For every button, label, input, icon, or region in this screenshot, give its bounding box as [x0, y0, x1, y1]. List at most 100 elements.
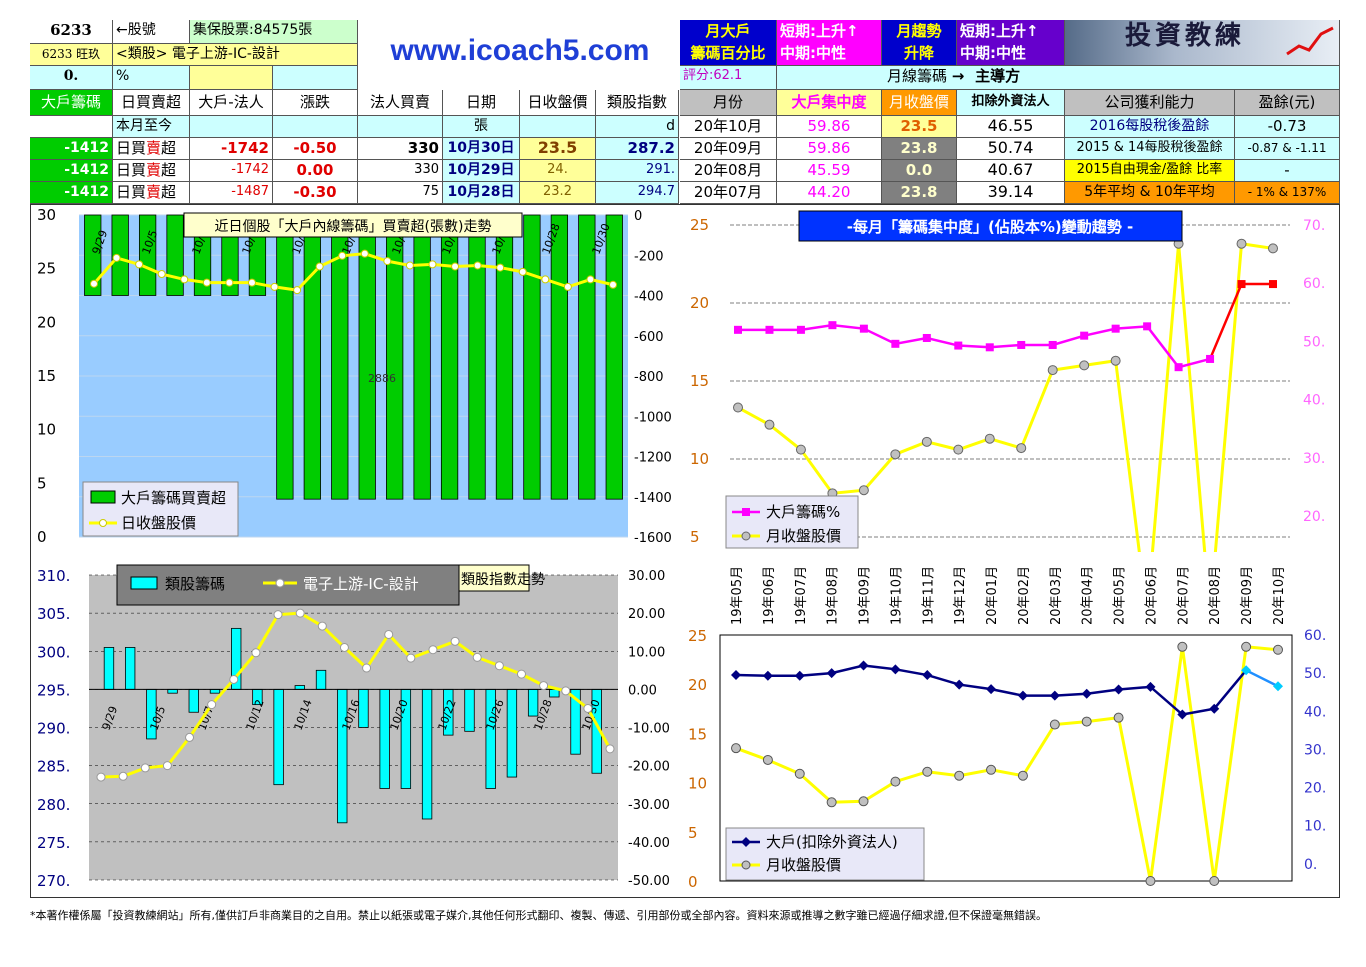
chart1-price-point: [609, 280, 617, 289]
trade-sell: 賣: [146, 139, 162, 157]
trade-c: 超: [161, 139, 177, 157]
trade-c: 超: [161, 161, 177, 179]
left-chg-0: -0.50: [273, 138, 358, 160]
m-big2: 籌碼百分比: [690, 44, 766, 62]
chart4-legend-label: 月收盤股價: [766, 856, 841, 874]
chart2-big-point: [1174, 363, 1183, 372]
chart2-big-point: [796, 325, 805, 334]
left-big-2: -1412: [30, 182, 113, 204]
chart4-big-point: [1209, 703, 1220, 714]
left-header-7: 類股指數: [596, 90, 679, 116]
chart1-bar: [276, 214, 294, 500]
right-cell-2-0: 20年08月: [680, 160, 777, 182]
chart4-left-tick: 10: [688, 775, 707, 793]
m-trend2: 升降: [903, 44, 934, 62]
chart4-left-tick: 25: [688, 627, 707, 645]
monthly-trend-label: 月趨勢 升降: [882, 20, 957, 66]
chart4-month-label: 19年08月: [826, 566, 841, 625]
chart4-big-line-recent: [1245, 669, 1279, 688]
chart3-right-tick: -30.00: [628, 798, 670, 813]
mt2: 中期:中性: [960, 44, 1026, 62]
chart3-legend-label: 電子上游-IC-設計: [303, 575, 419, 593]
chart2-price-point: [1268, 243, 1278, 254]
chart2-big-point: [1080, 331, 1089, 340]
chart1-price-point: [360, 249, 369, 258]
left-close-2: 23.2: [520, 182, 596, 204]
chart4-big-point: [922, 670, 933, 681]
chart3-left-tick: 285.: [37, 758, 70, 776]
chart4-price-point: [922, 766, 933, 777]
chart4-price-point: [731, 743, 741, 754]
chart4-big-point: [1177, 709, 1188, 720]
left-header-5: 日期: [443, 90, 520, 116]
chart3-index-point: [450, 636, 460, 646]
left-header-4: 法人買賣: [358, 90, 443, 116]
chart1-price-point: [451, 262, 460, 271]
chart1-price-point: [293, 286, 302, 295]
chart3-right-tick: -40.00: [628, 836, 670, 851]
m-trend: 月趨勢: [896, 22, 942, 40]
chart4-legend-swatch-dot: [741, 860, 751, 870]
chart3-bar: [379, 688, 390, 789]
monthly-big-label: 月大戶 籌碼百分比: [680, 20, 777, 66]
left-inst-2: 75: [358, 182, 443, 204]
chart3-index-point: [251, 648, 261, 658]
chart4-legend-box: [725, 827, 925, 881]
left-sub-2: [190, 116, 273, 138]
chart3-index-point: [516, 669, 526, 679]
chart1-price-point: [90, 279, 98, 288]
left-header-2: 大戶-法人: [190, 90, 273, 116]
chart4-price-point: [1273, 644, 1283, 655]
chart-frame: [30, 204, 1340, 898]
chart1-bar: [605, 214, 623, 500]
chart4-price-point: [890, 776, 901, 787]
left-diff-2: -1487: [190, 182, 273, 204]
chart2-price-point: [890, 449, 901, 460]
chart3-left-tick: 280.: [37, 796, 70, 814]
chart3-left-tick: 300.: [37, 643, 70, 661]
chart1-legend-swatch-dot: [99, 519, 107, 527]
left-sub-6: [520, 116, 596, 138]
trade-a: 日買: [116, 183, 147, 201]
chart1-legend-swatch-bar: [90, 490, 116, 504]
chart2-big-point: [891, 339, 900, 348]
chart2-left-tick: 10: [690, 450, 709, 468]
right-cell-0-4: 2016每股稅後盈餘: [1065, 116, 1235, 138]
chart1-bar: [413, 214, 431, 500]
chart1-right-tick: -600: [634, 330, 664, 345]
chart2-price-point: [921, 436, 932, 447]
chart3-bar: [273, 688, 284, 786]
chart2-price-point: [1079, 360, 1090, 371]
lead-arrow: →: [951, 67, 965, 85]
chart3-index-point: [384, 629, 394, 639]
chart3-index-point: [140, 763, 150, 773]
chart2-legend-swatch-dot: [741, 531, 751, 541]
right-cell-3-0: 20年07月: [680, 182, 777, 204]
right-cell-0-0: 20年10月: [680, 116, 777, 138]
chart1-price-point: [180, 275, 189, 284]
chart1-annot: 2886: [368, 372, 396, 385]
chart3-bar: [315, 669, 327, 690]
left-header-3: 漲跌: [273, 90, 358, 116]
chart4-big-point: [986, 684, 997, 695]
zero-value: 0.: [30, 66, 113, 90]
chart4-big-point: [762, 670, 773, 681]
chart3-bar: [209, 688, 221, 694]
chart2-big-point: [765, 325, 774, 334]
chart1-legend-label: 大戶籌碼買賣超: [121, 489, 226, 507]
chart4-price-point: [762, 754, 773, 765]
chart4-price-point: [1145, 876, 1156, 886]
chart1-price-point: [225, 278, 234, 287]
chart2-price-line: [737, 242, 1274, 552]
chart3-index-point: [539, 681, 549, 691]
left-date-2: 10月28日: [443, 182, 520, 204]
right-cell-2-1: 45.59: [777, 160, 882, 182]
chart1-bar: [578, 214, 596, 500]
chart3-index-point: [472, 652, 482, 662]
left-diff-1: -1742: [190, 160, 273, 182]
chart3-index-point: [339, 642, 349, 652]
chart3-index-point: [118, 771, 128, 781]
chart4-month-label: 20年05月: [1113, 566, 1128, 625]
chart2-title-box: [798, 210, 1183, 242]
site-url[interactable]: www.icoach5.com: [390, 34, 650, 67]
